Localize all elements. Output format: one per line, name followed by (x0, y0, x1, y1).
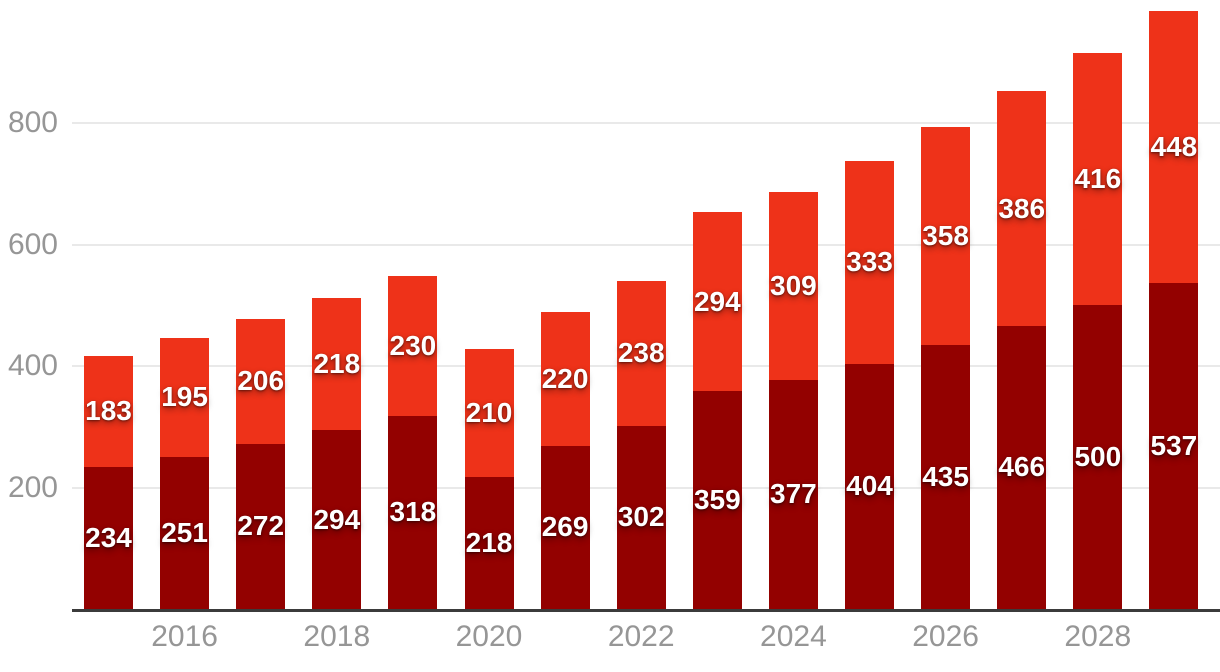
y-axis-tick-label: 200 (7, 470, 58, 504)
bar-segment (236, 318, 286, 444)
bar-value-label: 318 (389, 496, 437, 528)
bar-segment (540, 445, 590, 609)
bar-value-label: 238 (617, 337, 665, 369)
bar-value-label: 195 (161, 381, 208, 413)
bar-value-label: 294 (693, 285, 741, 317)
bar-value-label: 466 (998, 451, 1046, 483)
bar-segment (921, 127, 971, 345)
x-axis-tick-label: 2020 (455, 620, 523, 653)
bar-value-label: 333 (846, 246, 893, 278)
bar-segment (160, 456, 210, 609)
bar-segment (312, 430, 362, 609)
bar-value-label: 272 (237, 510, 285, 542)
x-axis-line (72, 609, 1220, 612)
bar-value-label: 234 (85, 521, 132, 553)
bar-value-label: 435 (922, 460, 969, 492)
bar-segment (921, 344, 971, 609)
bar-segment (692, 212, 742, 391)
bar-segment (236, 443, 286, 609)
bar-value-label: 269 (541, 511, 589, 543)
bar-value-label: 359 (693, 483, 741, 515)
bar-segment (540, 311, 590, 446)
bar-segment (997, 325, 1047, 609)
bar-segment (464, 348, 514, 477)
gridline (72, 243, 1220, 246)
bar-segment (768, 379, 818, 609)
bar-segment (845, 363, 894, 609)
bar-value-label: 386 (998, 192, 1046, 224)
bar-segment (1073, 52, 1123, 306)
bar-segment (616, 425, 666, 609)
x-axis-tick-label: 2026 (912, 620, 979, 653)
bar-value-label: 230 (389, 329, 437, 361)
bar-value-label: 309 (770, 270, 817, 302)
bar-segment (388, 276, 438, 416)
bar-segment (768, 192, 818, 380)
bar-segment (160, 338, 210, 457)
y-axis-tick-label: 800 (7, 106, 58, 139)
bar-value-label: 206 (237, 365, 285, 397)
bar-value-label: 377 (770, 478, 817, 510)
bar-value-label: 218 (313, 348, 361, 380)
bar-value-label: 210 (465, 396, 513, 428)
bar-value-label: 500 (1074, 441, 1122, 473)
bar-value-label: 358 (922, 219, 969, 251)
bar-segment (692, 390, 742, 609)
bar-segment (616, 280, 666, 426)
bar-value-label: 537 (1150, 429, 1198, 461)
bar-segment (845, 161, 894, 364)
bar-value-label: 416 (1074, 162, 1122, 194)
bar-segment (84, 355, 133, 467)
bar-value-label: 183 (85, 395, 132, 427)
x-axis-tick-label: 2028 (1064, 620, 1132, 653)
bar-segment (1073, 305, 1123, 609)
bar-segment (464, 476, 514, 609)
bar-value-label: 218 (465, 526, 513, 558)
bar-value-label: 404 (846, 470, 893, 502)
bar-value-label: 294 (313, 503, 361, 535)
bar-value-label: 448 (1150, 130, 1198, 162)
y-axis-tick-label: 400 (7, 349, 58, 382)
y-axis-tick-label: 600 (7, 227, 58, 261)
x-axis-tick-label: 2018 (303, 620, 371, 653)
x-axis-tick-label: 2016 (151, 620, 218, 653)
bar-segment (1149, 10, 1199, 283)
bar-value-label: 220 (541, 362, 589, 394)
x-axis-tick-label: 2022 (607, 620, 675, 653)
x-axis-tick-label: 2024 (760, 620, 827, 653)
bar-value-label: 251 (161, 516, 208, 548)
bar-segment (997, 91, 1047, 326)
bar-segment (1149, 282, 1199, 609)
bar-segment (312, 297, 362, 431)
gridline (72, 122, 1220, 124)
bar-segment (388, 415, 438, 609)
bar-segment (84, 466, 133, 609)
bar-value-label: 302 (617, 501, 665, 533)
